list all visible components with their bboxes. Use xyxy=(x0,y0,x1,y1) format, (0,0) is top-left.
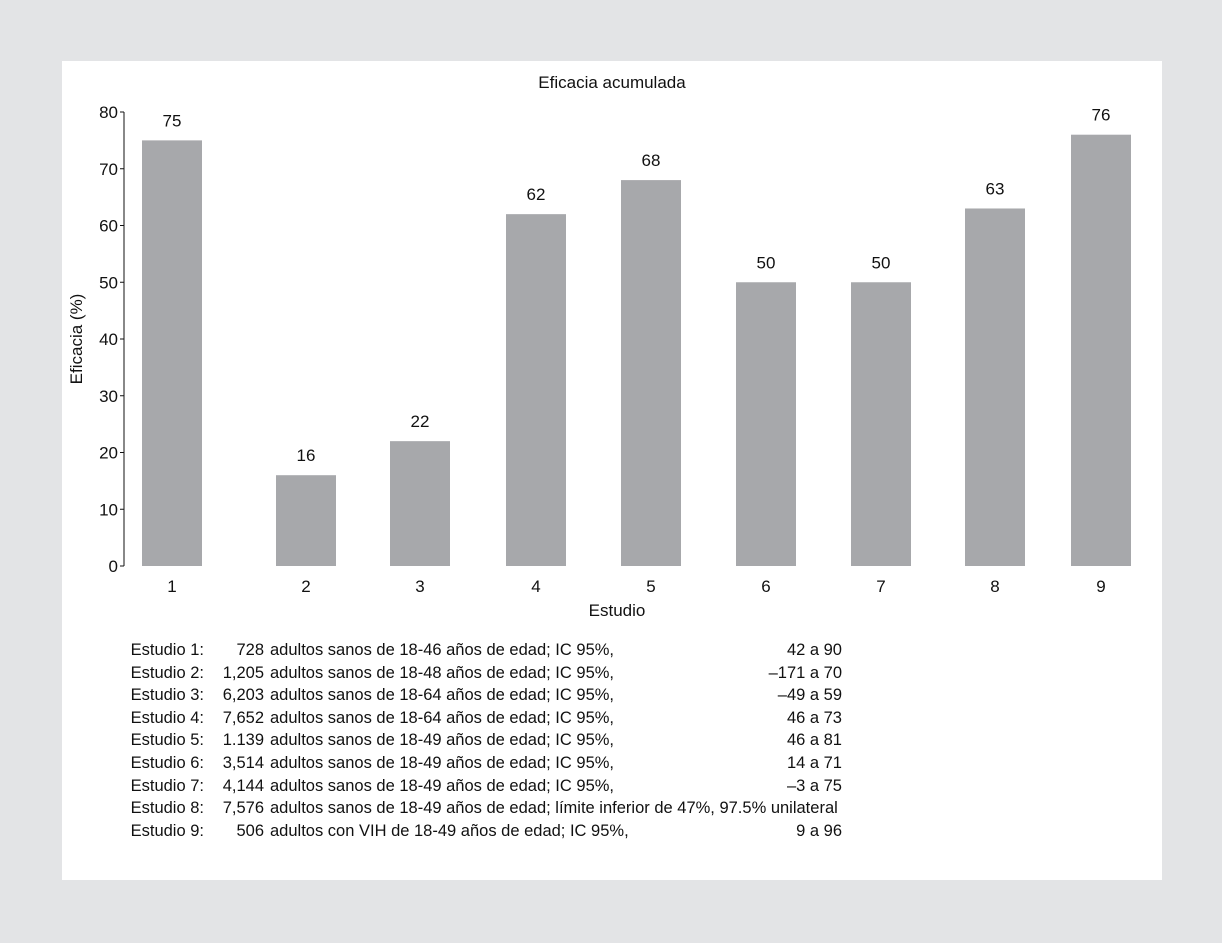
y-tick-label-60: 60 xyxy=(99,217,118,236)
study-note-row: Estudio 3: 6,203 adultos sanos de 18-64 añ… xyxy=(62,686,1162,708)
note-confidence-interval: –171 a 70 xyxy=(768,663,842,682)
note-description: adultos sanos de 18-49 años de edad; IC … xyxy=(270,754,614,772)
y-axis-title: Eficacia (%) xyxy=(67,294,86,385)
data-label-5: 68 xyxy=(642,151,661,170)
note-sample-size: 1.139 xyxy=(222,731,264,750)
bar-6 xyxy=(736,282,796,566)
note-study-label: Estudio 3: xyxy=(130,686,204,705)
note-sample-size: 4,144 xyxy=(222,776,264,795)
note-confidence-interval: 42 a 90 xyxy=(786,641,842,659)
chart-title: Eficacia acumulada xyxy=(538,73,686,92)
x-tick-label-4: 4 xyxy=(531,577,540,596)
note-confidence-interval: –49 a 59 xyxy=(777,686,842,705)
y-tick-label-70: 70 xyxy=(99,160,118,179)
bar-8 xyxy=(965,208,1025,566)
note-study-label: Estudio 1: xyxy=(130,641,204,659)
data-label-6: 50 xyxy=(757,253,776,272)
note-description: adultos sanos de 18-49 años de edad; IC … xyxy=(270,776,614,795)
note-confidence-interval: –3 a 75 xyxy=(786,776,842,795)
bar-5 xyxy=(621,180,681,566)
note-study-label: Estudio 7: xyxy=(130,776,204,795)
x-tick-label-1: 1 xyxy=(167,577,176,596)
bar-9 xyxy=(1071,134,1131,566)
study-note-row: Estudio 9: 506 adultos con VIH de 18-49 añ… xyxy=(62,822,1162,844)
chart-panel: Eficacia acumulada 75 1 16 2 22 3 62 4 68 5 50 6 50 7… xyxy=(62,61,1162,880)
note-sample-size: 3,514 xyxy=(222,754,264,772)
y-tick-label-20: 20 xyxy=(99,444,118,463)
data-label-3: 22 xyxy=(411,412,430,431)
note-confidence-interval: 46 a 81 xyxy=(786,731,842,750)
data-label-4: 62 xyxy=(527,185,546,204)
study-note-row: Estudio 5: 1.139 adultos sanos de 18-49 añ… xyxy=(62,731,1162,753)
note-confidence-interval: 14 a 71 xyxy=(786,754,842,772)
note-sample-size: 1,205 xyxy=(222,663,264,682)
note-confidence-interval: 9 a 96 xyxy=(796,821,842,840)
data-label-1: 75 xyxy=(163,111,182,130)
data-label-8: 63 xyxy=(986,179,1005,198)
y-tick-label-30: 30 xyxy=(99,387,118,406)
study-note-row: Estudio 1: 728 adultos sanos de 18-46 años… xyxy=(62,641,1162,663)
note-study-label: Estudio 6: xyxy=(130,754,204,772)
y-tick-label-10: 10 xyxy=(99,500,118,519)
note-study-label: Estudio 2: xyxy=(130,663,204,682)
study-note-row: Estudio 2: 1,205 adultos sanos de 18-48 añ… xyxy=(62,664,1162,686)
note-study-label: Estudio 8: xyxy=(130,799,204,818)
x-tick-label-5: 5 xyxy=(646,577,655,596)
bar-4 xyxy=(506,214,566,566)
note-study-label: Estudio 5: xyxy=(130,731,204,750)
y-tick-label-0: 0 xyxy=(109,557,118,576)
x-tick-label-3: 3 xyxy=(415,577,424,596)
bar-chart: 7511622236246855065076387690102030405060… xyxy=(67,103,1131,620)
note-description: adultos sanos de 18-49 años de edad; IC … xyxy=(270,731,614,750)
note-description: adultos sanos de 18-49 años de edad; lím… xyxy=(270,799,838,818)
note-description: adultos sanos de 18-48 años de edad; IC … xyxy=(270,663,614,682)
note-description: adultos sanos de 18-64 años de edad; IC … xyxy=(270,708,614,727)
bar-1 xyxy=(142,140,202,566)
note-description: adultos con VIH de 18-49 años de edad; I… xyxy=(270,821,629,840)
note-sample-size: 7,652 xyxy=(222,708,264,727)
y-tick-label-50: 50 xyxy=(99,273,118,292)
data-label-2: 16 xyxy=(297,446,316,465)
x-tick-label-6: 6 xyxy=(761,577,770,596)
note-sample-size: 506 xyxy=(236,821,264,840)
note-description: adultos sanos de 18-46 años de edad; IC … xyxy=(270,641,614,659)
bar-7 xyxy=(851,282,911,566)
x-tick-label-9: 9 xyxy=(1096,577,1105,596)
x-tick-label-2: 2 xyxy=(301,577,310,596)
y-tick-label-40: 40 xyxy=(99,330,118,349)
note-sample-size: 7,576 xyxy=(222,799,264,818)
note-study-label: Estudio 9: xyxy=(130,821,204,840)
bar-3 xyxy=(390,441,450,566)
data-label-9: 76 xyxy=(1092,106,1111,125)
note-study-label: Estudio 4: xyxy=(130,708,204,727)
study-note-row: Estudio 4: 7,652 adultos sanos de 18-64 añ… xyxy=(62,709,1162,731)
data-label-7: 50 xyxy=(872,253,891,272)
x-tick-label-8: 8 xyxy=(990,577,999,596)
study-note-row: Estudio 8: 7,576 adultos sanos de 18-49 añ… xyxy=(62,799,1162,821)
note-description: adultos sanos de 18-64 años de edad; IC … xyxy=(270,686,614,705)
study-note-row: Estudio 6: 3,514 adultos sanos de 18-49 añ… xyxy=(62,754,1162,776)
study-note-row: Estudio 7: 4,144 adultos sanos de 18-49 añ… xyxy=(62,777,1162,799)
y-tick-label-80: 80 xyxy=(99,103,118,122)
note-sample-size: 6,203 xyxy=(222,686,264,705)
x-axis-title: Estudio xyxy=(589,601,646,620)
x-tick-label-7: 7 xyxy=(876,577,885,596)
note-sample-size: 728 xyxy=(236,641,264,659)
note-confidence-interval: 46 a 73 xyxy=(786,708,842,727)
bar-2 xyxy=(276,475,336,566)
